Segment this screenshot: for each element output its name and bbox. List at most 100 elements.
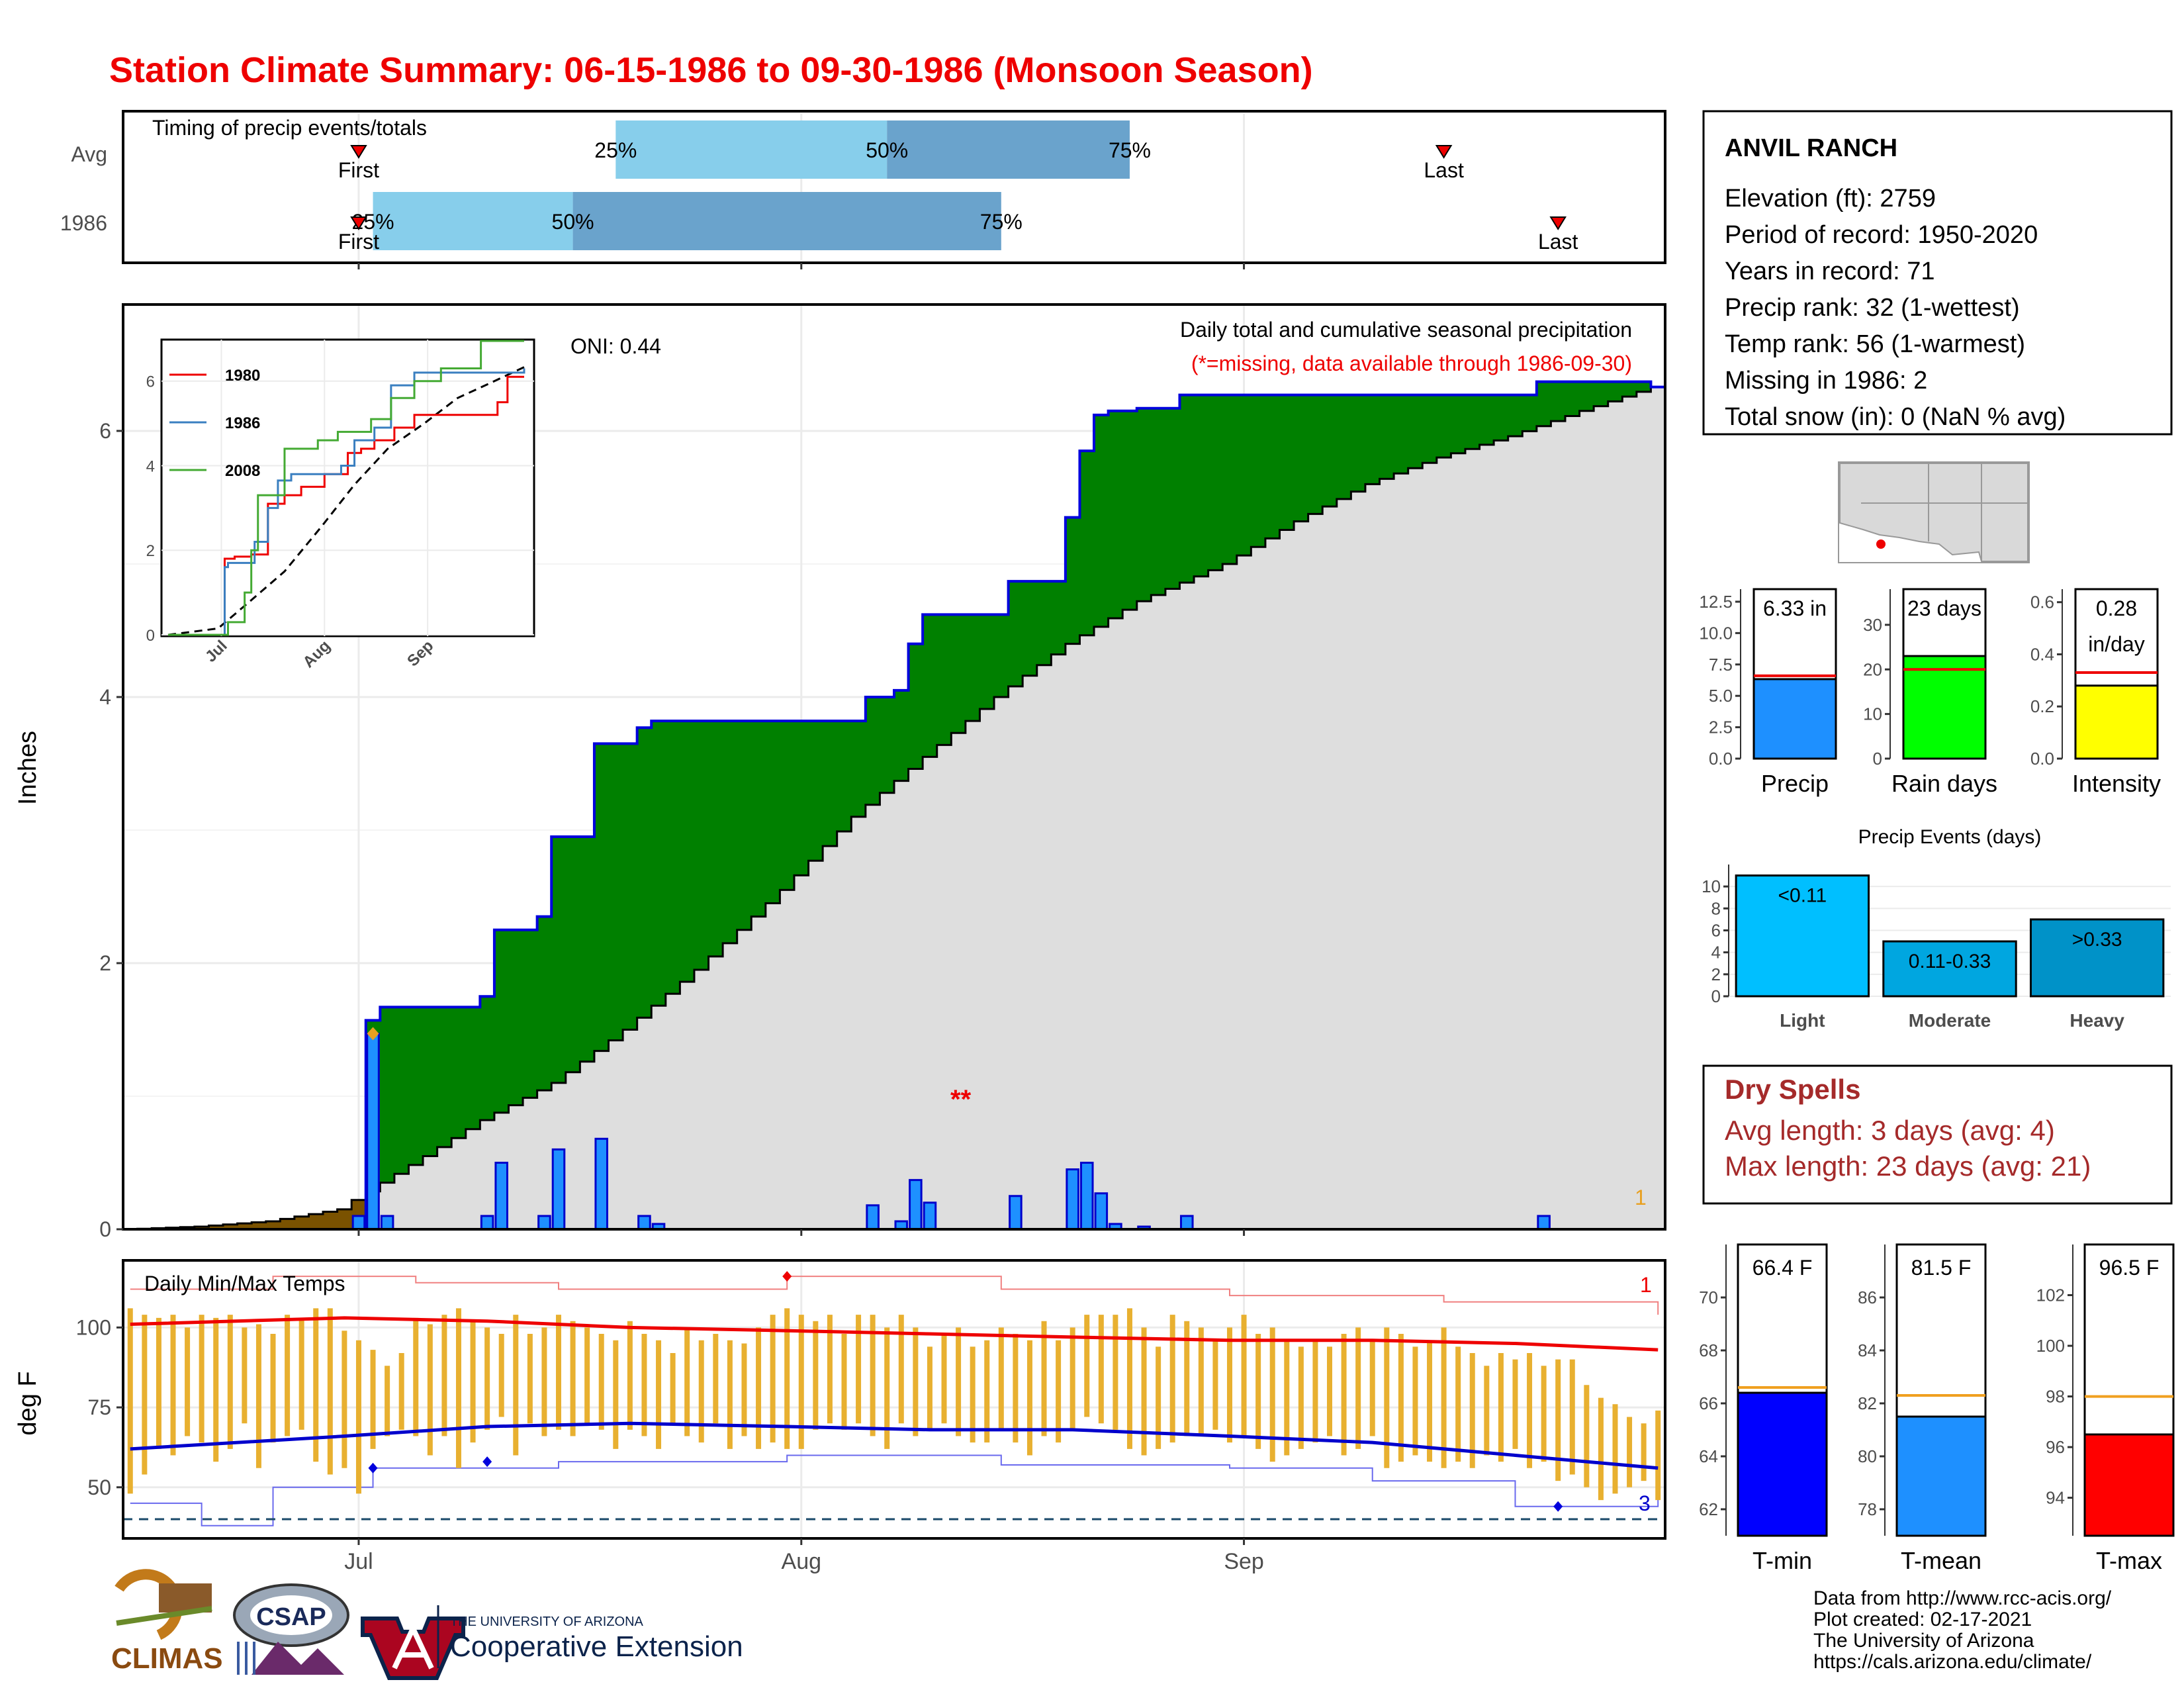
temp-bar-tick-label: 80 — [1858, 1446, 1877, 1466]
mini-bar-tick-label: 0.0 — [1709, 749, 1733, 769]
events-category-label: Light — [1780, 1010, 1825, 1031]
station-line-missing: Missing in 1986: 2 — [1725, 367, 1927, 395]
precip-count-marker: 1 — [1635, 1186, 1647, 1209]
daily-precip-bar — [537, 1215, 551, 1231]
timing-row-avg: Avg — [71, 142, 107, 166]
events-bar-label: >0.33 — [2072, 929, 2122, 951]
events-bar-label: <0.11 — [1778, 885, 1827, 907]
inset-y-tick-label: 0 — [146, 627, 155, 645]
inset-legend-label: 1980 — [225, 367, 260, 385]
missing-marker: ** — [950, 1085, 972, 1114]
timing-bar-q50-q75 — [887, 120, 1130, 179]
precip-y-tick-label: 4 — [99, 685, 111, 709]
timing-q75-label: 75% — [980, 210, 1023, 234]
temp-bar-tick-label: 62 — [1699, 1499, 1718, 1519]
mini-bar-tick-label: 10.0 — [1699, 623, 1733, 643]
station-line-precip-rank: Precip rank: 32 (1-wettest) — [1725, 294, 2020, 322]
timing-q25-label: 25% — [594, 138, 637, 162]
record-temp-marker — [368, 1462, 378, 1474]
events-tick-label: 10 — [1702, 876, 1721, 896]
inset-y-tick-label: 6 — [146, 373, 155, 391]
max-precip-day-marker — [367, 1027, 379, 1041]
above-avg-area — [123, 381, 1665, 1229]
dry-spells-max: Max length: 23 days (avg: 21) — [1725, 1150, 2091, 1182]
mini-bar-name: Intensity — [2072, 770, 2161, 797]
csap-rain-lines — [237, 1642, 255, 1675]
mini-bar-tick-label: 0.4 — [2030, 644, 2054, 664]
ua-logo: THE UNIVERSITY OF ARIZONA Cooperative Ex… — [361, 1605, 743, 1680]
inset-legend-label: 1986 — [225, 414, 260, 432]
temp-bar-value-t-mean — [1895, 1415, 1987, 1537]
season-total-bars: 0.0 2.5 5.0 7.5 10.0 12.5 6.33 in Precip 0 10 20 30… — [1699, 588, 2161, 797]
daily-precip-bar — [594, 1137, 609, 1231]
credit-line-3: The University of Arizona — [1813, 1630, 2034, 1652]
station-name: ANVIL RANCH — [1725, 134, 1897, 162]
temp-bar-tick-label: 84 — [1858, 1340, 1877, 1360]
mini-bar-tick-label: 2.5 — [1709, 718, 1733, 737]
below-avg-area — [137, 1199, 366, 1229]
mini-bar-tick-label: 5.0 — [1709, 686, 1733, 706]
timing-quartile-bars — [373, 120, 1130, 250]
mini-bar-value-label: 6.33 in — [1763, 596, 1827, 620]
csap-cloud-inner — [250, 1595, 332, 1635]
precip-y-axis: 0 2 4 6 — [99, 419, 123, 1241]
timing-bar-q25-q50 — [615, 120, 887, 179]
daily-precip-bar — [1094, 1192, 1109, 1231]
mini-bar-tick-label: 0 — [1873, 749, 1882, 769]
season-temp-bars: 62 64 66 68 70 66.4 F T-min 78 80 82 84 86 81.5 F T-m… — [1699, 1243, 2175, 1574]
main-x-axis: Jul Aug Sep — [344, 263, 1264, 1574]
temp-bar-name: T-min — [1752, 1547, 1812, 1574]
temp-bar-value-label: 81.5 F — [1911, 1256, 1972, 1280]
daily-precip-bar — [866, 1204, 880, 1231]
timing-first-label: First — [338, 158, 379, 182]
mini-bar-value-unit: in/day — [2088, 632, 2144, 656]
x-axis-tick-label: Sep — [1224, 1549, 1264, 1574]
timing-label: Timing of precip events/totals — [152, 116, 427, 140]
temp-bar-tick-label: 100 — [2036, 1336, 2065, 1356]
temp-y-tick-label: 75 — [87, 1395, 111, 1419]
temp-bar-tick-label: 86 — [1858, 1288, 1877, 1307]
station-line-elevation: Elevation (ft): 2759 — [1725, 185, 1936, 212]
temp-bar-tick-label: 70 — [1699, 1288, 1718, 1307]
daily-precip-bar — [637, 1215, 651, 1231]
climas-logo-text: CLIMAS — [111, 1642, 223, 1675]
mini-bar-tick-label: 10 — [1863, 704, 1882, 724]
precip-y-tick-label: 6 — [99, 419, 111, 443]
inset-legend: 1980 1986 2008 — [169, 367, 260, 480]
mini-bar-value-rain-days — [1902, 655, 1987, 760]
precip-events-chart: Precip Events (days) 02 4 6 810 <0.11 Light 0.… — [1702, 826, 2171, 1031]
timing-last-label: Last — [1424, 158, 1464, 182]
record-temp-marker — [1553, 1501, 1563, 1512]
avg-cumulative-line — [123, 386, 1665, 1231]
events-bar-light — [1735, 874, 1870, 998]
precip-panel-frame — [122, 303, 1666, 1231]
temp-count-min: 3 — [1639, 1491, 1651, 1515]
timing-first-label: First — [338, 230, 379, 254]
ua-big-text: Cooperative Extension — [450, 1630, 743, 1663]
footer: CLIMAS CSAP THE UNIVERSITY OF ARIZONA Co… — [111, 1569, 2112, 1680]
precip-missing-note: (*=missing, data available through 1986-… — [1191, 352, 1632, 375]
events-bar-heavy — [2029, 918, 2165, 998]
temp-panel-bg — [123, 1260, 1665, 1538]
csap-mountains — [251, 1642, 344, 1675]
avg-cumulative-area — [123, 387, 1665, 1229]
timing-q50-label: 50% — [866, 138, 908, 162]
temp-bar-value-t-min — [1737, 1391, 1828, 1537]
timing-first-marker — [350, 145, 367, 159]
temp-bar-tick-label: 98 — [2046, 1387, 2065, 1407]
inset-frame — [160, 338, 535, 637]
events-tick-label: 4 — [1711, 943, 1721, 962]
daily-precip-bar — [1179, 1215, 1194, 1231]
cumulative-1986-line — [123, 380, 1665, 1231]
mini-bar-tick-label: 0.2 — [2030, 696, 2054, 716]
events-category-label: Heavy — [2070, 1010, 2124, 1031]
station-info-box: ANVIL RANCH Elevation (ft): 2759 Period … — [1702, 110, 2173, 436]
locator-map-borders — [1861, 463, 2028, 561]
timing-row-1986: 1986 — [60, 211, 107, 235]
mini-bar-tick-label: 0.6 — [2030, 592, 2054, 612]
credit-line-2: Plot created: 02-17-2021 — [1813, 1609, 2032, 1630]
events-tick-label: 8 — [1711, 898, 1721, 918]
temp-bar-tick-label: 102 — [2036, 1286, 2065, 1305]
mini-bar-value-label: 23 days — [1907, 596, 1981, 620]
